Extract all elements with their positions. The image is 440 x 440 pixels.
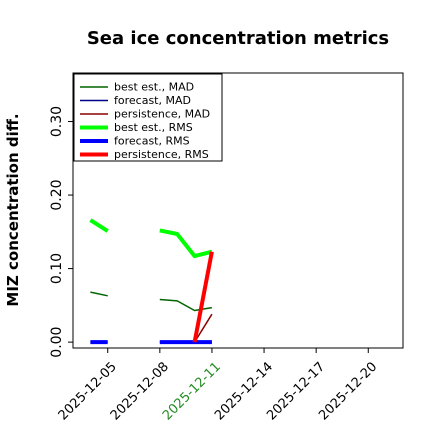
series-line — [159, 298, 213, 312]
y-tick-label: 0.20 — [49, 179, 65, 210]
legend-box — [73, 73, 223, 162]
y-tick-label: 0.10 — [49, 253, 65, 284]
legend-entry: forecast, MAD — [114, 94, 191, 107]
series-line — [90, 291, 108, 297]
y-tick-label: 0.30 — [49, 106, 65, 137]
legend-entry: best est., MAD — [114, 81, 194, 94]
x-ticks: 2025-12-052025-12-082025-12-112025-12-14… — [56, 348, 380, 423]
series-line — [159, 228, 213, 259]
series-line — [192, 251, 214, 343]
chart-title: Sea ice concentration metrics — [87, 28, 389, 49]
legend-entry: persistence, MAD — [114, 108, 210, 121]
series-lines — [89, 218, 214, 345]
legend-entry: persistence, RMS — [114, 148, 209, 161]
y-axis-label: MIZ concentration diff. — [4, 113, 22, 306]
y-ticks: 0.00 0.10 0.20 0.30 — [49, 106, 73, 358]
legend-entry: forecast, RMS — [114, 135, 190, 148]
y-tick-label: 0.00 — [49, 327, 65, 358]
legend-entry: best est., RMS — [114, 121, 193, 134]
series-line — [89, 218, 109, 233]
